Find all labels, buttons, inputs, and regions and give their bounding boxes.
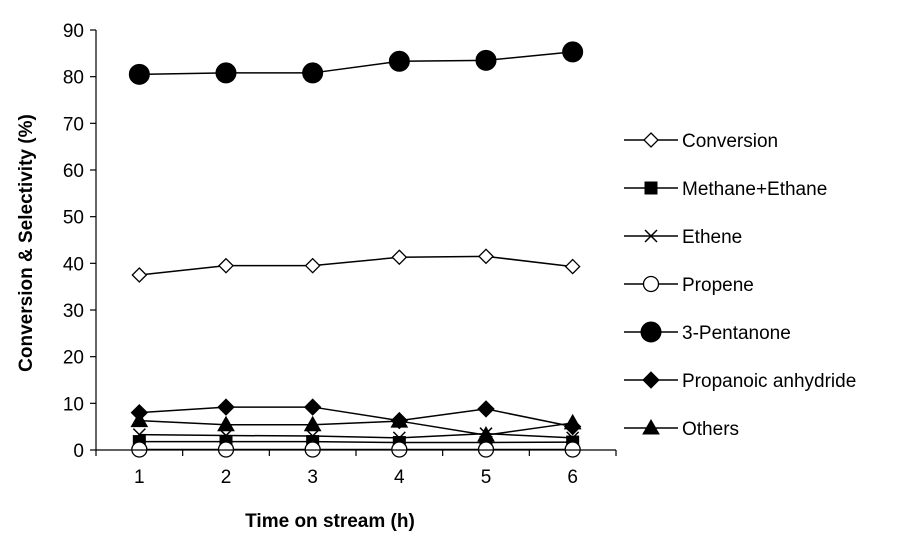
data-point-others: [390, 412, 409, 428]
data-point-conversion: [564, 258, 581, 275]
data-point-conversion: [131, 267, 148, 283]
legend-marker: [642, 371, 660, 389]
legend-item-propene: Propene: [624, 275, 754, 296]
data-point-3-pentanone: [128, 63, 150, 85]
data-point-conversion: [391, 249, 408, 266]
legend-item-conversion: Conversion: [624, 131, 778, 152]
legend-item-propanoic-anhydride: Propanoic anhydride: [624, 371, 856, 392]
data-point-conversion: [218, 257, 234, 274]
legend-item-3-pentanone: 3-Pentanone: [624, 321, 791, 344]
legend-marker: [644, 181, 658, 195]
legend-item-others: Others: [624, 418, 739, 440]
y-tick-label: 30: [63, 301, 84, 322]
data-point-ethene: [219, 429, 233, 443]
legend-label: Ethene: [682, 227, 742, 248]
y-tick-label: 0: [73, 441, 84, 462]
series-line-propanoic-anhydride: [139, 406, 573, 428]
legend-label: Others: [682, 419, 739, 440]
data-point-others: [130, 411, 149, 428]
x-tick-label: 2: [221, 467, 232, 488]
data-point-others: [303, 415, 322, 432]
x-tick-label: 5: [481, 467, 492, 488]
legend-marker: [643, 132, 659, 148]
data-point-propanoic-anhydride: [303, 398, 322, 416]
data-point-3-pentanone: [388, 50, 410, 72]
legend-marker: [642, 275, 660, 293]
series-line-others: [139, 419, 573, 436]
data-point-ethene: [306, 429, 320, 443]
data-point-3-pentanone: [475, 49, 497, 71]
data-point-ethene: [392, 431, 406, 445]
legend-marker: [640, 321, 662, 343]
x-tick-label: 4: [394, 467, 405, 488]
y-tick-label: 90: [63, 21, 84, 42]
legend-label: 3-Pentanone: [682, 323, 791, 344]
y-tick-label: 80: [63, 68, 84, 89]
y-tick-label: 60: [63, 161, 84, 182]
data-point-others: [217, 415, 235, 432]
data-point-others: [563, 413, 582, 430]
legend-label: Propanoic anhydride: [682, 371, 856, 392]
series-line-3-pentanone: [139, 51, 573, 76]
x-tick-label: 6: [567, 467, 578, 488]
axes: Time on stream (h) Conversion & Selectiv…: [16, 21, 617, 532]
plot-area: [128, 41, 584, 458]
cross-stroke: [644, 229, 658, 243]
cross-stroke: [132, 428, 146, 442]
data-point-propanoic-anhydride: [477, 400, 495, 418]
data-point-3-pentanone: [215, 62, 237, 84]
series-line-methane-ethane: [139, 440, 573, 444]
y-tick-label: 40: [63, 254, 84, 275]
legend-item-ethene: Ethene: [624, 227, 742, 248]
legend-item-methane-ethane: Methane+Ethane: [624, 179, 827, 200]
y-axis-title: Conversion & Selectivity (%): [16, 114, 37, 372]
x-tick-label: 3: [307, 467, 318, 488]
legend-marker: [644, 229, 658, 243]
legend-label: Methane+Ethane: [682, 179, 827, 200]
cross-stroke: [219, 429, 233, 443]
cross-stroke: [566, 431, 580, 445]
y-tick-label: 50: [63, 208, 84, 229]
data-point-3-pentanone: [302, 62, 324, 84]
data-point-others: [477, 426, 495, 442]
legend-marker: [642, 418, 660, 435]
y-tick-label: 70: [63, 114, 84, 135]
y-tick-label: 20: [63, 348, 84, 369]
data-point-propanoic-anhydride: [217, 398, 235, 416]
x-axis-title: Time on stream (h): [245, 511, 415, 532]
legend: Conversion Methane+Ethane Ethene Propene 3-P…: [624, 131, 856, 440]
cross-stroke: [392, 431, 406, 445]
series-line-ethene: [139, 432, 573, 439]
cross-stroke: [306, 429, 320, 443]
data-point-3-pentanone: [562, 41, 584, 63]
y-tick-label: 10: [63, 394, 84, 415]
data-point-conversion: [478, 248, 494, 265]
data-point-conversion: [304, 257, 321, 274]
series-line-conversion: [139, 255, 573, 276]
x-tick-label: 1: [134, 467, 145, 488]
legend-label: Propene: [682, 275, 754, 296]
data-point-ethene: [132, 428, 146, 442]
legend-label: Conversion: [682, 131, 778, 152]
data-point-ethene: [566, 431, 580, 445]
